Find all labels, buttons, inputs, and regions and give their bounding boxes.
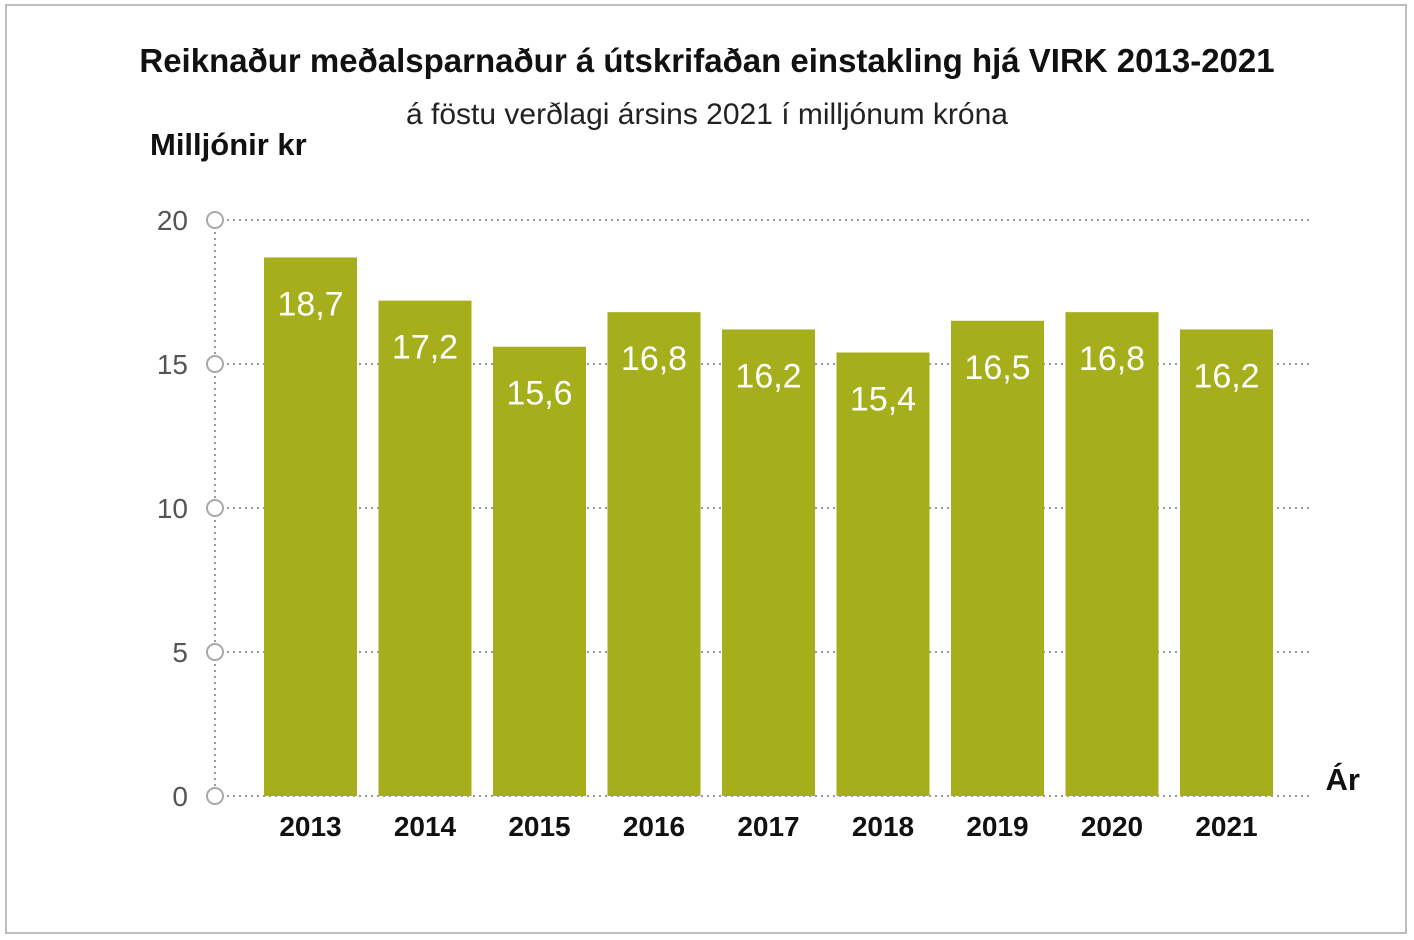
bar-2021 [1180, 329, 1273, 796]
y-tick-label: 5 [172, 637, 188, 668]
bar-2014 [378, 300, 472, 796]
y-tick-label: 10 [157, 493, 188, 524]
x-tick-label-2020: 2020 [1081, 811, 1143, 842]
bar-2013 [264, 257, 357, 796]
bar-2017 [722, 329, 815, 796]
bar-2015 [493, 346, 586, 796]
data-label-2020: 16,8 [1079, 340, 1145, 378]
x-tick-label-2013: 2013 [279, 811, 341, 842]
x-axis-label: Ár [1326, 762, 1360, 797]
x-tick-label-2021: 2021 [1195, 811, 1257, 842]
y-tick-marker-10 [206, 499, 224, 517]
bar-2016 [607, 312, 701, 796]
data-label-2016: 16,8 [621, 340, 687, 378]
data-label-2015: 15,6 [506, 375, 572, 413]
bar-2019 [951, 320, 1044, 796]
y-tick-marker-0 [206, 787, 224, 805]
bar-2020 [1065, 312, 1159, 796]
chart-title: Reiknaður meðalsparnaður á útskrifaðan e… [139, 42, 1275, 79]
x-tick-label-2019: 2019 [966, 811, 1028, 842]
data-label-2017: 16,2 [735, 357, 801, 395]
y-tick-marker-15 [206, 355, 224, 373]
data-label-2018: 15,4 [850, 380, 916, 418]
y-tick-label: 20 [157, 205, 188, 236]
data-label-2021: 16,2 [1193, 357, 1259, 395]
x-tick-label-2018: 2018 [852, 811, 914, 842]
data-label-2014: 17,2 [392, 329, 458, 367]
y-tick-marker-5 [206, 643, 224, 661]
data-label-2013: 18,7 [277, 285, 343, 323]
x-tick-label-2014: 2014 [394, 811, 457, 842]
x-tick-label-2015: 2015 [508, 811, 570, 842]
y-tick-label: 0 [172, 781, 188, 812]
bar-2018 [836, 352, 930, 796]
x-tick-label-2016: 2016 [623, 811, 685, 842]
chart-subtitle: á föstu verðlagi ársins 2021 í milljónum… [406, 98, 1008, 131]
y-tick-label: 15 [157, 349, 188, 380]
x-tick-label-2017: 2017 [737, 811, 799, 842]
data-label-2019: 16,5 [964, 349, 1030, 387]
y-axis-label: Milljónir kr [150, 127, 307, 162]
chart-frame [5, 4, 1407, 934]
y-tick-marker-20 [206, 211, 224, 229]
